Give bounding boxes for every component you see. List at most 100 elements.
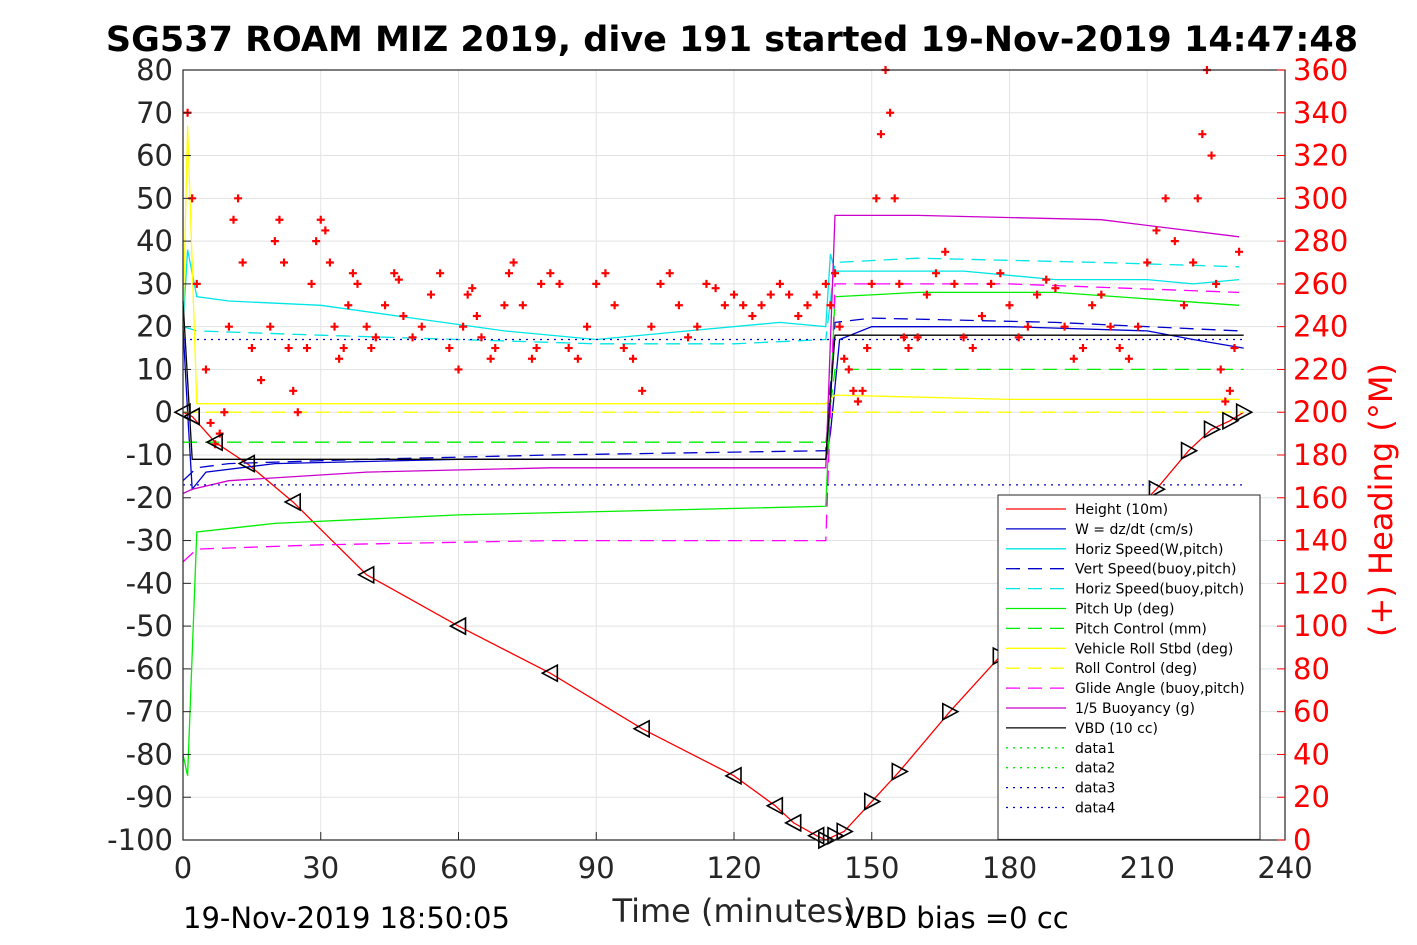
heading-point: [477, 333, 486, 342]
series-line-3: [182, 317, 1240, 482]
y-axis-label-right: (+) Heading (°M): [1362, 363, 1400, 637]
heading-point: [812, 290, 821, 299]
legend-label-3: Vert Speed(buoy,pitch): [1075, 562, 1237, 578]
heading-point: [831, 269, 840, 278]
heading-point: [344, 301, 353, 310]
position-marker: [1235, 402, 1254, 422]
y-tick-label: -50: [126, 609, 173, 643]
heading-point: [1235, 247, 1244, 256]
position-marker: [783, 813, 802, 833]
series-line-6: [183, 368, 1244, 443]
position-marker: [1148, 479, 1167, 499]
heading-point: [693, 322, 702, 331]
position-marker: [540, 663, 559, 683]
y-tick-label-right: 100: [1293, 609, 1348, 643]
series-line-9: [182, 283, 1240, 563]
heading-point: [353, 279, 362, 288]
legend-label-5: Pitch Up (deg): [1075, 602, 1174, 618]
heading-point: [748, 311, 757, 320]
heading-point: [564, 344, 573, 353]
position-marker: [448, 616, 467, 636]
heading-point: [284, 344, 293, 353]
series-line-5: [182, 291, 1240, 776]
heading-point: [289, 386, 298, 395]
heading-point: [426, 290, 435, 299]
y-tick-label: 60: [136, 139, 173, 173]
heading-point: [583, 322, 592, 331]
heading-point: [665, 269, 674, 278]
chart-title: SG537 ROAM MIZ 2019, dive 191 started 19…: [106, 20, 1358, 60]
heading-point: [1207, 151, 1216, 160]
heading-point: [1134, 322, 1143, 331]
heading-point: [1225, 386, 1234, 395]
heading-point: [803, 301, 812, 310]
y-tick-label-right: 280: [1293, 224, 1348, 258]
heading-point: [505, 269, 514, 278]
x-axis-label: Time (minutes): [612, 892, 856, 930]
heading-point: [436, 269, 445, 278]
legend-label-2: Horiz Speed(W,pitch): [1075, 542, 1223, 558]
legend-label-6: Pitch Control (mm): [1075, 621, 1207, 637]
heading-point: [610, 301, 619, 310]
heading-point: [201, 365, 210, 374]
y-tick-label-right: 60: [1293, 695, 1330, 729]
heading-series: [183, 66, 1244, 449]
heading-point: [321, 226, 330, 235]
heading-point: [835, 322, 844, 331]
heading-point: [840, 354, 849, 363]
heading-point: [302, 344, 311, 353]
heading-point: [922, 290, 931, 299]
x-tick-label: 180: [982, 851, 1037, 885]
heading-point: [1193, 194, 1202, 203]
y-tick-label: 70: [136, 96, 173, 130]
position-marker: [1203, 419, 1222, 439]
heading-point: [390, 269, 399, 278]
position-marker: [205, 432, 223, 452]
y-tick-label: -60: [126, 652, 173, 686]
heading-point: [293, 408, 302, 417]
legend-label-1: W = dz/dt (cm/s): [1075, 522, 1194, 538]
y-tick-label-right: 220: [1293, 352, 1348, 386]
position-marker: [356, 565, 375, 585]
heading-point: [1161, 194, 1170, 203]
y-tick-label-right: 360: [1293, 53, 1348, 87]
heading-point: [266, 322, 275, 331]
legend-label-10: 1/5 Buoyancy (g): [1075, 701, 1195, 717]
heading-point: [1023, 322, 1032, 331]
y-tick-label-right: 0: [1293, 823, 1311, 857]
heading-point: [399, 311, 408, 320]
heading-point: [1230, 344, 1239, 353]
heading-point: [1221, 397, 1230, 406]
x-tick-label: 60: [440, 851, 477, 885]
heading-point: [1179, 301, 1188, 310]
legend-label-14: data3: [1075, 781, 1115, 797]
x-tick-label: 210: [1120, 851, 1175, 885]
x-tick-label: 90: [578, 851, 615, 885]
y-tick-label-right: 20: [1293, 780, 1330, 814]
y-tick-label: -90: [126, 780, 173, 814]
heading-point: [1152, 226, 1161, 235]
y-tick-label: -70: [126, 695, 173, 729]
heading-point: [711, 284, 720, 293]
heading-point: [849, 386, 858, 395]
legend-box: [997, 494, 1261, 840]
heading-point: [858, 386, 867, 395]
y-tick-label-right: 260: [1293, 267, 1348, 301]
legend-label-13: data2: [1075, 761, 1115, 777]
position-marker: [1180, 441, 1199, 461]
position-marker: [724, 766, 742, 786]
heading-point: [1097, 290, 1106, 299]
y-tick-label: 80: [136, 53, 173, 87]
position-marker: [182, 407, 200, 426]
heading-point: [1189, 258, 1198, 267]
legend-label-9: Glide Angle (buoy,pitch): [1075, 681, 1245, 697]
legend-label-15: data4: [1075, 801, 1116, 817]
position-marker: [237, 454, 256, 473]
heading-point: [592, 279, 601, 288]
heading-point: [647, 322, 656, 331]
position-marker: [942, 702, 960, 722]
heading-point: [872, 194, 881, 203]
heading-point: [941, 247, 950, 256]
heading-point: [1088, 301, 1097, 310]
